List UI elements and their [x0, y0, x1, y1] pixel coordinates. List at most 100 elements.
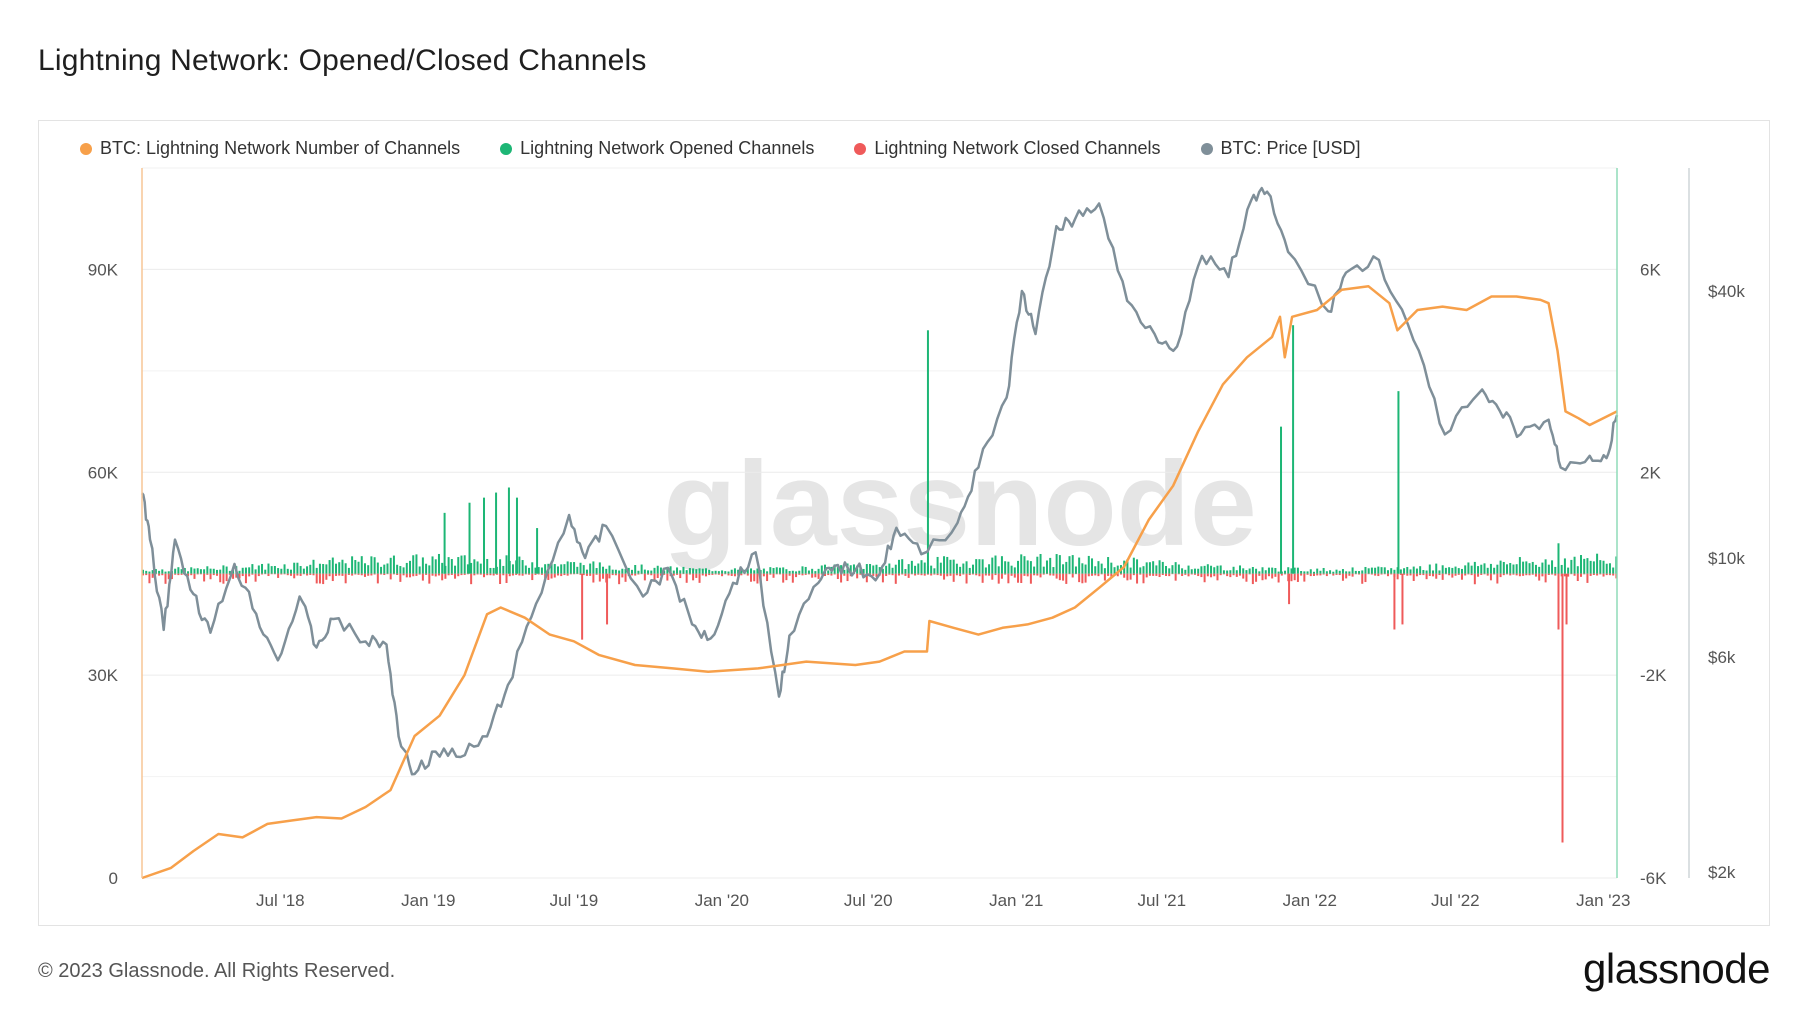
bar-opened — [1097, 561, 1100, 574]
bar-opened — [1058, 555, 1061, 574]
bar-opened — [727, 571, 730, 574]
bar-opened — [1242, 568, 1245, 574]
bar-opened — [704, 568, 707, 574]
bar-opened — [273, 566, 276, 574]
bar-opened — [592, 561, 595, 574]
bar-opened — [679, 570, 682, 574]
bar-opened — [1370, 567, 1373, 574]
bar-opened — [1612, 567, 1615, 574]
bar-closed — [1444, 573, 1447, 575]
bar-opened — [994, 555, 997, 574]
watermark: glassnode — [663, 437, 1257, 571]
bar-closed — [769, 573, 772, 575]
bar-closed — [444, 573, 447, 579]
y-right-tick-2: $10k — [1708, 549, 1745, 568]
legend-item-opened[interactable]: Lightning Network Opened Channels — [500, 138, 814, 159]
bar-opened — [1222, 570, 1225, 574]
bar-opened — [688, 568, 691, 574]
bar-closed — [1216, 573, 1219, 581]
bar-closed — [1486, 573, 1489, 576]
bar-opened — [325, 564, 328, 574]
spike-opened-0 — [443, 512, 446, 574]
bar-opened — [1335, 569, 1338, 574]
bar-opened — [659, 567, 662, 574]
bar-opened — [399, 566, 402, 574]
bar-opened — [254, 569, 257, 574]
legend-item-price[interactable]: BTC: Price [USD] — [1200, 138, 1361, 159]
legend-label-channels: BTC: Lightning Network Number of Channel… — [100, 138, 461, 158]
bar-closed — [1396, 573, 1399, 580]
bar-opened — [1277, 571, 1280, 574]
bar-closed — [1026, 573, 1029, 577]
bar-opened — [920, 560, 923, 574]
bar-opened — [264, 569, 267, 574]
bar-opened — [1409, 569, 1412, 574]
bar-closed — [795, 573, 798, 578]
bar-opened — [199, 569, 202, 574]
bar-closed — [875, 573, 878, 577]
spike-opened-9 — [1292, 325, 1295, 574]
legend-label-price: BTC: Price [USD] — [1220, 138, 1361, 158]
bar-opened — [988, 564, 991, 574]
bar-opened — [1422, 570, 1425, 574]
bar-closed — [1496, 573, 1499, 584]
bar-closed — [483, 573, 486, 578]
x-tick-6: Jul '21 — [1137, 891, 1186, 910]
legend-item-channels[interactable]: BTC: Lightning Network Number of Channel… — [80, 138, 460, 159]
bar-closed — [672, 573, 675, 576]
bar-closed — [1351, 573, 1354, 577]
bar-closed — [457, 573, 460, 577]
bar-opened — [409, 560, 412, 574]
bar-closed — [1338, 573, 1341, 576]
spike-closed-5 — [1557, 573, 1560, 630]
bar-opened — [1165, 565, 1168, 574]
bar-opened — [775, 567, 778, 574]
bar-opened — [1152, 561, 1155, 574]
lines — [141, 186, 1619, 880]
bar-opened — [1103, 568, 1106, 574]
bar-closed — [1290, 573, 1293, 582]
bar-opened — [302, 568, 305, 574]
bar-closed — [1042, 573, 1045, 575]
bar-closed — [244, 573, 247, 584]
bar-closed — [177, 573, 180, 576]
bar-opened — [778, 567, 781, 574]
bar-closed — [254, 573, 257, 582]
bar-opened — [1380, 567, 1383, 574]
bar-opened — [502, 565, 505, 574]
bar-closed — [380, 573, 383, 575]
bar-closed — [1583, 573, 1586, 575]
spike-closed-4 — [1401, 573, 1404, 625]
bar-opened — [540, 567, 543, 574]
bar-closed — [199, 573, 202, 575]
bar-closed — [695, 573, 698, 578]
bar-closed — [553, 573, 556, 578]
bar-closed — [637, 573, 640, 575]
bar-opened — [579, 562, 582, 574]
bar-closed — [901, 573, 904, 575]
bar-closed — [309, 573, 312, 575]
bar-opened — [1203, 565, 1206, 574]
bar-closed — [1457, 573, 1460, 575]
bar-closed — [196, 573, 199, 575]
bar-opened — [1136, 559, 1139, 574]
bar-opened — [244, 567, 247, 574]
bar-opened — [1129, 567, 1132, 574]
bar-closed — [1165, 573, 1168, 576]
bar-opened — [1538, 566, 1541, 574]
bar-closed — [1023, 573, 1026, 576]
bar-opened — [762, 568, 765, 574]
bar-opened — [827, 570, 830, 574]
bar-closed — [167, 573, 170, 580]
bar-opened — [1412, 566, 1415, 574]
bar-closed — [1383, 573, 1386, 575]
bar-opened — [318, 563, 321, 574]
legend-item-closed[interactable]: Lightning Network Closed Channels — [854, 138, 1161, 159]
bar-closed — [1419, 573, 1422, 576]
bar-opened — [740, 567, 743, 574]
bar-opened — [872, 565, 875, 574]
bar-closed — [917, 573, 920, 575]
bar-closed — [685, 573, 688, 583]
bar-opened — [1512, 564, 1515, 574]
